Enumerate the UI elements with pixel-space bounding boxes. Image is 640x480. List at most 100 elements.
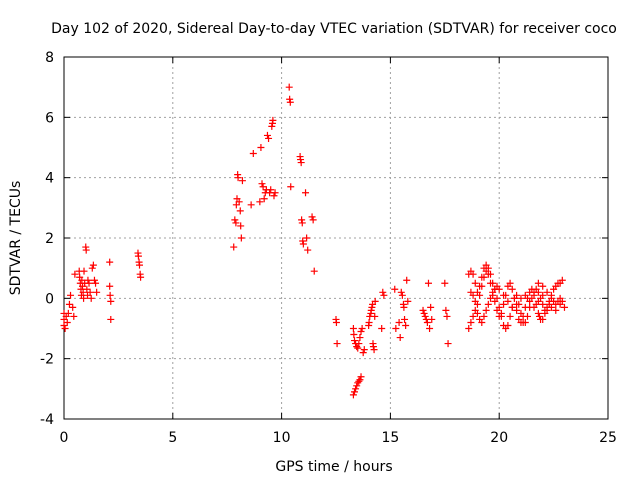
data-point <box>285 83 293 91</box>
data-point <box>441 279 449 287</box>
data-point <box>107 315 115 323</box>
data-point <box>419 306 427 314</box>
data-point <box>332 318 340 326</box>
data-point <box>421 312 429 320</box>
data-point <box>297 159 305 167</box>
data-point <box>471 279 479 287</box>
data-point <box>513 306 521 314</box>
data-point <box>534 297 542 305</box>
data-point <box>352 385 360 393</box>
data-point <box>80 294 88 302</box>
chart-title: Day 102 of 2020, Sidereal Day-to-day VTE… <box>51 21 617 37</box>
data-point <box>134 252 142 260</box>
data-point <box>402 321 410 329</box>
data-point <box>500 300 508 308</box>
data-point <box>543 288 551 296</box>
data-point <box>136 261 144 269</box>
data-point <box>70 312 78 320</box>
x-tick-label: 20 <box>490 430 508 446</box>
data-point <box>92 279 100 287</box>
data-point <box>257 144 265 151</box>
data-point <box>467 318 475 326</box>
data-point <box>541 309 549 317</box>
data-point <box>478 318 486 326</box>
data-point <box>403 276 411 284</box>
data-point <box>349 325 357 332</box>
data-point <box>236 207 244 215</box>
data-point <box>397 288 405 296</box>
data-point <box>106 258 114 266</box>
data-point <box>558 276 566 284</box>
data-point <box>426 325 434 332</box>
x-tick-label: 25 <box>599 430 617 446</box>
data-point <box>508 285 516 293</box>
data-point <box>506 312 514 320</box>
data-point <box>404 297 412 305</box>
data-point <box>534 309 542 317</box>
y-tick-label: 4 <box>45 171 54 187</box>
data-point <box>286 98 294 106</box>
data-point <box>350 388 358 396</box>
data-point <box>424 279 432 287</box>
data-point <box>67 291 75 299</box>
data-point <box>69 303 77 311</box>
data-point <box>471 297 479 305</box>
data-point <box>360 346 368 354</box>
data-point <box>519 312 527 320</box>
y-tick-label: 2 <box>45 231 54 247</box>
data-point <box>486 279 494 287</box>
data-point <box>395 318 403 326</box>
x-tick-label: 10 <box>273 430 291 446</box>
y-axis-label: SDTVAR / TECUs <box>8 181 24 296</box>
data-point <box>269 116 277 124</box>
data-point <box>90 276 98 284</box>
data-point <box>401 315 409 323</box>
data-point <box>552 306 560 314</box>
data-point <box>513 300 521 308</box>
data-point <box>355 340 363 348</box>
data-point <box>65 300 73 308</box>
data-point <box>465 325 473 332</box>
data-point <box>61 325 69 332</box>
data-point <box>302 189 310 197</box>
data-point <box>80 267 88 275</box>
data-point <box>349 391 357 399</box>
data-point <box>286 95 294 103</box>
data-point <box>357 373 365 381</box>
data-point <box>353 382 361 390</box>
x-tick-label: 15 <box>381 430 399 446</box>
data-point <box>260 195 268 203</box>
data-point <box>137 273 145 281</box>
data-point <box>510 294 518 302</box>
data-point <box>63 318 71 326</box>
data-point <box>392 325 400 332</box>
x-axis-label: GPS time / hours <box>275 459 392 475</box>
data-point <box>368 303 376 311</box>
y-tick-label: 8 <box>45 50 54 66</box>
data-point <box>237 222 245 230</box>
data-point <box>371 297 379 305</box>
data-point <box>380 291 388 299</box>
data-point <box>83 285 91 293</box>
data-point <box>530 291 538 299</box>
data-point <box>230 243 238 251</box>
data-point <box>89 261 97 269</box>
data-point <box>478 282 486 290</box>
data-point <box>504 297 512 305</box>
data-point <box>79 288 87 296</box>
data-point <box>367 306 375 314</box>
data-point <box>400 303 408 311</box>
data-point <box>297 156 305 164</box>
data-point <box>493 306 501 314</box>
data-point <box>249 150 257 158</box>
data-point <box>355 377 363 385</box>
data-point <box>356 334 364 342</box>
data-point <box>489 291 497 299</box>
data-point <box>369 343 377 351</box>
data-point <box>469 270 477 278</box>
data-points <box>60 83 568 399</box>
data-point <box>60 321 68 329</box>
data-point <box>247 201 255 209</box>
data-point <box>308 213 316 221</box>
